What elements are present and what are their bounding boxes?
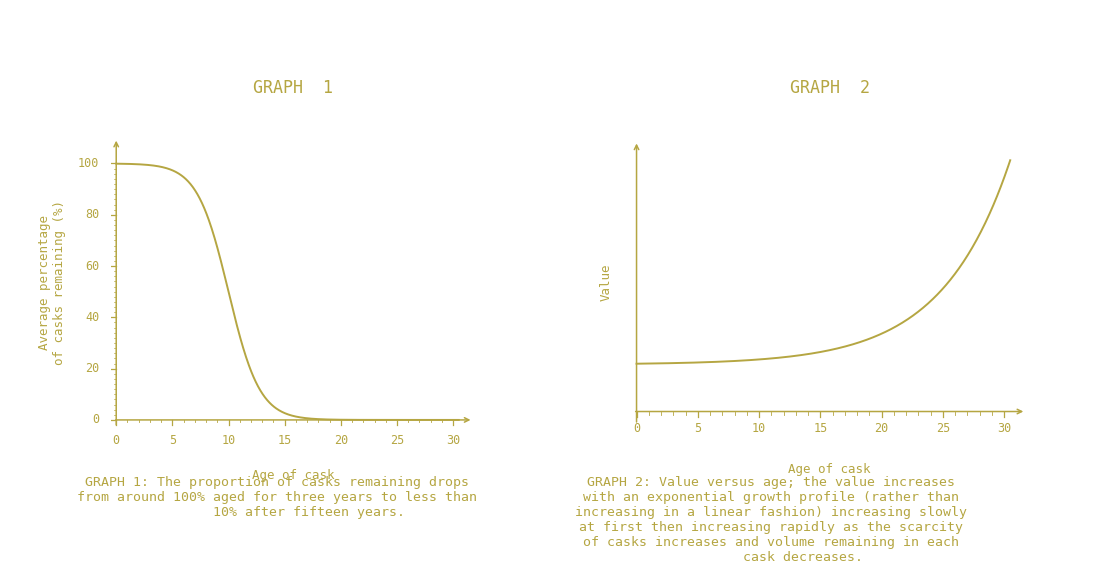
Text: 20: 20 <box>85 362 100 375</box>
Text: Age of cask: Age of cask <box>252 469 334 482</box>
Text: 0: 0 <box>633 422 640 434</box>
Text: GRAPH 1: The proportion of casks remaining drops
from around 100% aged for three: GRAPH 1: The proportion of casks remaini… <box>77 476 478 519</box>
Text: 30: 30 <box>997 422 1011 434</box>
Text: Age of cask: Age of cask <box>789 463 870 476</box>
Text: Value: Value <box>601 264 613 301</box>
Text: 60: 60 <box>85 260 100 272</box>
Text: 10: 10 <box>221 434 236 447</box>
Text: 30: 30 <box>446 434 460 447</box>
Text: Average percentage
of casks remaining (%): Average percentage of casks remaining (%… <box>39 200 66 365</box>
Text: 0: 0 <box>92 414 100 426</box>
Text: GRAPH  1: GRAPH 1 <box>253 78 333 97</box>
Text: GRAPH  2: GRAPH 2 <box>790 78 869 97</box>
Text: 25: 25 <box>389 434 404 447</box>
Text: 80: 80 <box>85 208 100 221</box>
Text: 20: 20 <box>334 434 348 447</box>
Text: 40: 40 <box>85 311 100 324</box>
Text: 25: 25 <box>936 422 950 434</box>
Text: 10: 10 <box>752 422 766 434</box>
Text: 5: 5 <box>695 422 701 434</box>
Text: GRAPH 2: Value versus age; the value increases
with an exponential growth profil: GRAPH 2: Value versus age; the value inc… <box>575 476 967 564</box>
Text: 20: 20 <box>875 422 889 434</box>
Text: 15: 15 <box>278 434 292 447</box>
Text: 100: 100 <box>79 157 100 170</box>
Text: 5: 5 <box>169 434 176 447</box>
Text: 0: 0 <box>113 434 119 447</box>
Text: 15: 15 <box>813 422 827 434</box>
